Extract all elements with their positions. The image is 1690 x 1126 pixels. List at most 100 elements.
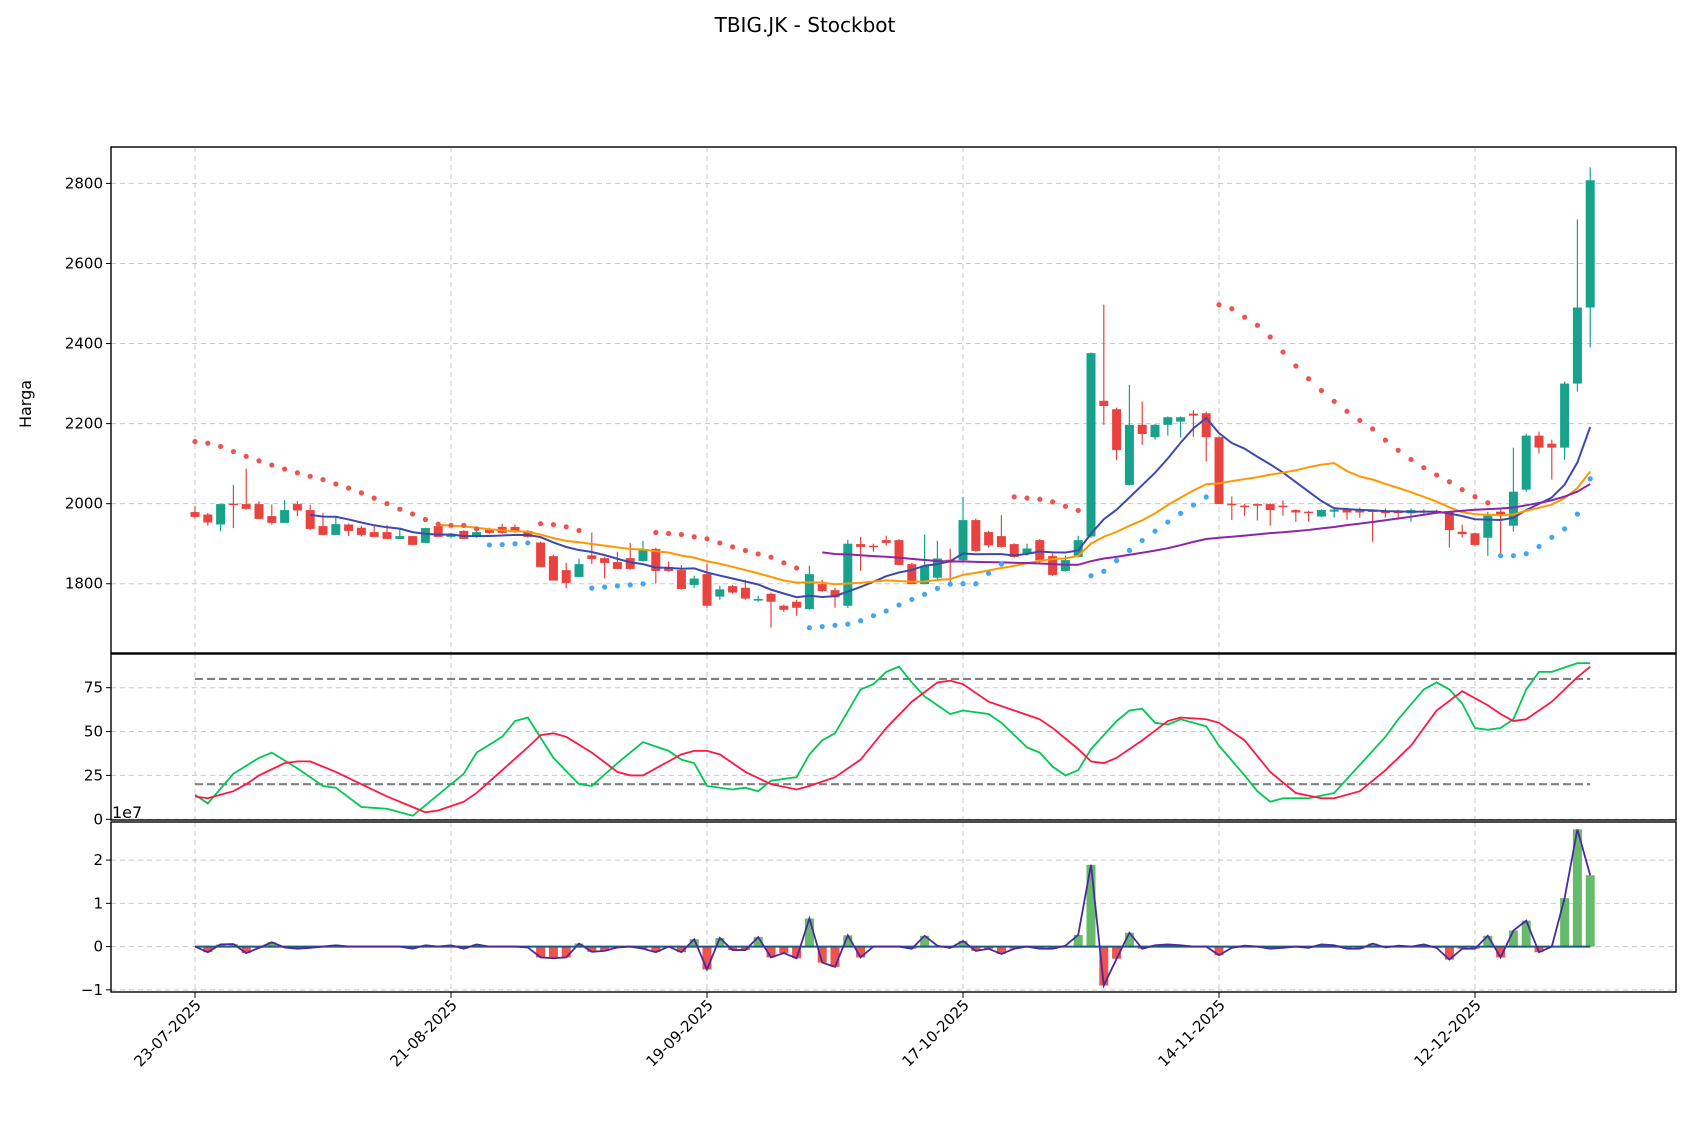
psar-dot	[1126, 547, 1132, 553]
candle	[804, 565, 814, 610]
candle-body	[1137, 424, 1147, 435]
candle-body	[1457, 531, 1467, 535]
psar-dot	[768, 554, 774, 560]
candle-body	[1304, 511, 1314, 514]
psar-dot	[1190, 502, 1196, 508]
volume-bar	[1483, 935, 1493, 947]
candle	[254, 501, 264, 519]
psar-dot	[1421, 465, 1427, 471]
volume-bar	[267, 942, 277, 947]
candle	[369, 525, 379, 537]
candle-body	[356, 527, 366, 535]
psar-dot	[1318, 387, 1324, 394]
psar-dot	[1306, 376, 1312, 382]
candle	[1252, 503, 1262, 521]
psar-dot	[1331, 398, 1337, 404]
candle-body	[1214, 437, 1224, 505]
volume-bar	[651, 946, 661, 953]
candle-body	[651, 548, 661, 571]
candle-body	[484, 528, 494, 533]
psar-dot	[678, 531, 685, 538]
psar-dot	[640, 581, 646, 587]
psar-dot	[1395, 447, 1401, 453]
candle	[881, 535, 891, 546]
candle-body	[1099, 400, 1109, 407]
volume-bar	[1099, 946, 1109, 986]
candle-body	[766, 593, 776, 602]
candle-body	[267, 516, 277, 523]
candle	[651, 547, 661, 584]
psar-dot	[1037, 496, 1043, 502]
candle	[561, 562, 571, 589]
volume-bar	[1035, 946, 1045, 949]
candle-body	[536, 542, 546, 567]
psar-dot	[794, 565, 800, 571]
candle	[548, 554, 558, 581]
candle	[1380, 508, 1390, 518]
candle-body	[1227, 503, 1237, 506]
volume-bar	[958, 940, 968, 947]
volume-bar	[843, 935, 853, 947]
candle	[779, 604, 789, 612]
volume-bar	[766, 946, 776, 958]
volume-bar	[740, 946, 750, 951]
candle	[984, 530, 994, 548]
candle	[292, 500, 302, 517]
candle	[1585, 167, 1595, 348]
candle	[856, 536, 866, 571]
candle-body	[600, 558, 610, 563]
psar-dot	[230, 448, 236, 455]
candle-body	[548, 556, 558, 581]
y-tick-label: 2600	[65, 254, 103, 272]
volume-bar	[228, 943, 238, 947]
candle-body	[1112, 409, 1122, 451]
psar-dot	[666, 530, 672, 537]
candle	[228, 484, 238, 529]
volume-bar	[1355, 946, 1365, 949]
candle	[830, 587, 840, 608]
candle	[766, 592, 776, 628]
candle-body	[1470, 533, 1480, 545]
candle	[1560, 381, 1570, 460]
psar-dot	[589, 585, 595, 591]
psar-dot	[858, 618, 864, 624]
psar-dot	[563, 524, 569, 530]
psar-dot	[474, 526, 480, 532]
candle	[1572, 219, 1582, 392]
candle-body	[459, 530, 469, 539]
psar-dot	[1203, 494, 1209, 500]
psar-dot	[1370, 426, 1376, 432]
panel-frame	[110, 653, 1677, 821]
psar-dot	[998, 561, 1005, 567]
candle-body	[1009, 544, 1019, 557]
candle-body	[420, 528, 430, 543]
psar-dot	[269, 462, 275, 468]
candle	[1137, 401, 1147, 445]
volume-bar	[1560, 898, 1570, 947]
price-axis-label: Harga	[16, 380, 35, 428]
psar-dot	[934, 585, 941, 591]
candle-body	[331, 524, 341, 535]
candle-body	[958, 520, 968, 561]
candle-body	[1483, 515, 1493, 538]
candle	[1316, 509, 1326, 518]
psar-dot	[1434, 472, 1440, 478]
candle	[664, 561, 674, 572]
candle-body	[292, 504, 302, 511]
psar-dot	[986, 570, 992, 576]
candle-body	[1201, 413, 1211, 438]
candle	[1457, 524, 1467, 538]
candle-body	[689, 578, 699, 585]
candle-body	[1329, 509, 1339, 512]
candle-body	[1048, 556, 1058, 575]
panel-frame	[110, 146, 1677, 654]
candle-body	[228, 503, 238, 506]
x-tick-label: 12-12-2025	[1410, 996, 1484, 1070]
candle-body	[1291, 510, 1301, 513]
volume-bar	[1112, 946, 1122, 959]
candle-body	[1022, 548, 1032, 554]
x-axis: 23-07-2025 21-08-2025 19-09-2025 17-10-2025…	[130, 992, 1485, 1070]
psar-dot	[1408, 456, 1414, 463]
volume-bar	[1316, 944, 1326, 947]
candle	[459, 530, 469, 539]
